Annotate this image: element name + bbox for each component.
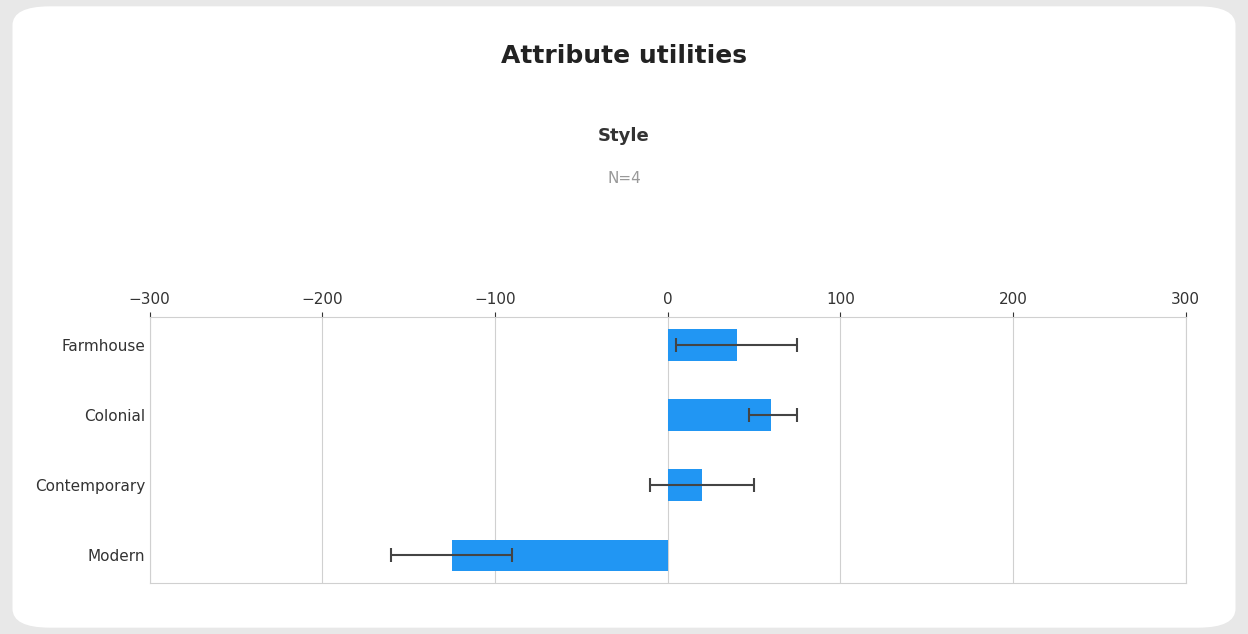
Bar [668,329,736,361]
Text: N=4: N=4 [607,171,641,186]
Bar [452,540,668,571]
Text: Attribute utilities: Attribute utilities [500,44,748,68]
Bar [668,399,771,431]
Bar [668,469,703,501]
Text: Style: Style [598,127,650,145]
